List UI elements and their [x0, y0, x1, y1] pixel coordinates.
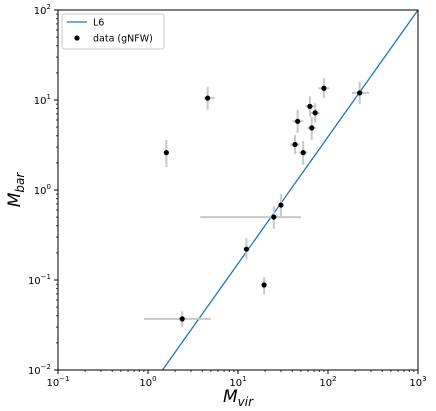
- series-line-l6: [161, 10, 418, 370]
- legend-label-data: data (gNFW): [93, 34, 153, 45]
- x-tick-label-base: 10: [139, 378, 152, 389]
- legend-box: [61, 13, 165, 50]
- x-axis-label-sub: vir: [238, 395, 254, 409]
- y-axis-label-base: M: [5, 192, 25, 207]
- data-point: [357, 90, 363, 96]
- data-point: [243, 246, 250, 252]
- data-point: [300, 150, 306, 156]
- x-axis-label-base: M: [223, 387, 238, 407]
- data-point: [307, 103, 313, 109]
- data-point: [309, 125, 315, 131]
- x-tick-label: 10−1: [46, 375, 69, 389]
- x-tick-label: 103: [409, 375, 426, 389]
- data-point: [261, 282, 267, 288]
- data-point: [179, 316, 185, 322]
- x-tick-label-base: 10: [46, 378, 59, 389]
- legend-swatch-data: [74, 35, 80, 41]
- x-tick-label-base: 10: [409, 378, 422, 389]
- y-tick-label-exp: −2: [41, 363, 51, 371]
- y-tick-label-exp: 0: [47, 183, 51, 191]
- y-tick-label: 102: [34, 3, 51, 17]
- x-tick-label-base: 10: [229, 378, 242, 389]
- y-tick-label-exp: 1: [47, 93, 51, 101]
- x-tick-label: 101: [229, 375, 246, 389]
- y-axis-label: Mbar: [5, 172, 27, 208]
- data-point: [278, 202, 284, 208]
- data-point: [295, 118, 301, 124]
- x-tick-label-exp: 3: [422, 375, 426, 383]
- x-tick-label-exp: 0: [152, 375, 156, 383]
- y-tick-label-base: 10: [34, 186, 47, 197]
- y-tick-label-exp: −1: [41, 273, 51, 281]
- y-tick-label-base: 10: [28, 366, 41, 377]
- data-point: [163, 150, 169, 156]
- x-tick-label-exp: −1: [59, 375, 69, 383]
- x-tick-label: 100: [139, 375, 156, 389]
- data-point: [321, 85, 327, 91]
- legend-label-l6: L6: [93, 18, 104, 29]
- y-tick-label: 10−1: [28, 273, 51, 287]
- data-point: [271, 214, 277, 220]
- y-tick-label-base: 10: [34, 96, 47, 107]
- y-tick-label-exp: 2: [47, 3, 51, 11]
- y-tick-label: 101: [34, 93, 51, 107]
- plot-inner: [143, 10, 418, 370]
- plot-area: [143, 10, 418, 370]
- y-axis-label-sub: bar: [13, 172, 27, 193]
- x-tick-label-exp: 2: [332, 375, 336, 383]
- data-point: [292, 141, 298, 148]
- x-tick-label: 102: [319, 375, 336, 389]
- legend: L6 data (gNFW): [61, 13, 165, 50]
- x-tick-label-exp: 1: [242, 375, 246, 383]
- data-point: [205, 95, 211, 101]
- y-tick-label-base: 10: [34, 6, 47, 17]
- y-tick-label: 100: [34, 183, 51, 197]
- y-tick-label: 10−2: [28, 363, 51, 377]
- data-point: [312, 110, 318, 116]
- x-tick-label-base: 10: [319, 378, 332, 389]
- x-axis-label: Mvir: [223, 387, 254, 409]
- y-tick-label-base: 10: [28, 276, 41, 287]
